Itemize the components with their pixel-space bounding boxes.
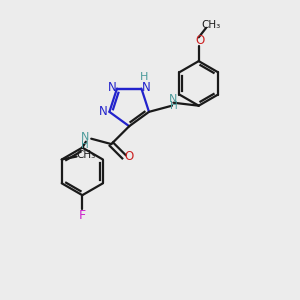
Text: N: N: [98, 105, 107, 118]
Text: N: N: [80, 132, 89, 142]
Text: H: H: [140, 72, 148, 82]
Text: H: H: [81, 140, 88, 150]
Text: H: H: [169, 101, 177, 111]
Text: CH₃: CH₃: [202, 20, 221, 30]
Text: O: O: [195, 34, 205, 47]
Text: O: O: [125, 150, 134, 163]
Text: F: F: [79, 208, 86, 222]
Text: N: N: [108, 81, 117, 94]
Text: N: N: [169, 94, 178, 104]
Text: CH₃: CH₃: [76, 150, 96, 160]
Text: N: N: [142, 81, 151, 94]
